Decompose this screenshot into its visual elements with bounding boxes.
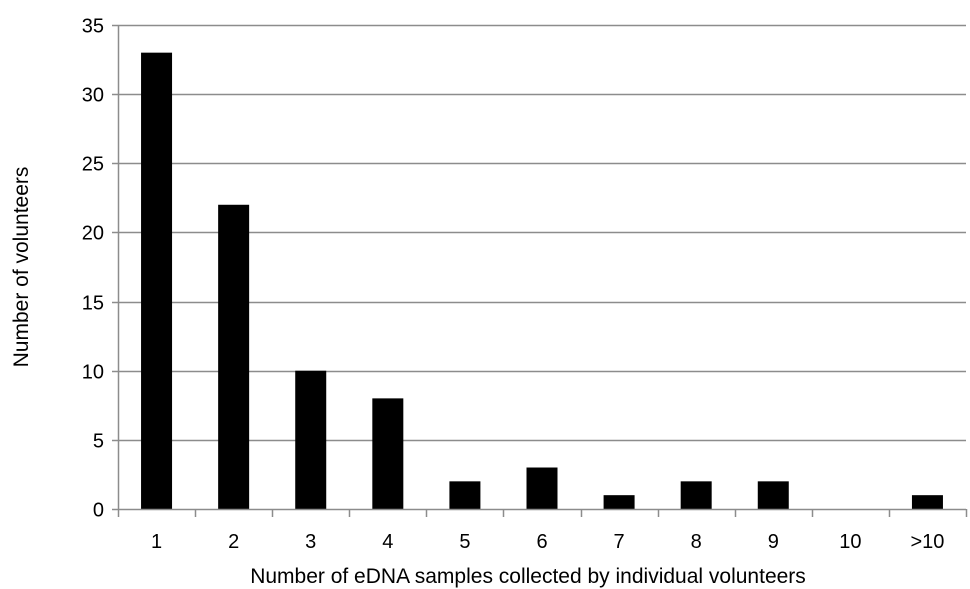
gridlines [118,24,966,442]
bars [141,52,943,509]
y-tick-label: 15 [82,293,104,315]
x-tick-label: 8 [691,531,702,553]
bar-2 [218,204,250,509]
x-tick-label: 3 [305,531,316,553]
bar-gt10 [911,495,943,509]
y-tick-label: 25 [82,154,104,176]
y-axis-title: Number of volunteers [10,167,33,368]
x-tick-label: 5 [459,531,470,553]
x-tick-labels: 1 2 3 4 5 6 7 8 9 10 >10 [151,531,944,553]
y-tick-labels: 0 5 10 15 20 25 30 35 [82,16,104,522]
y-tick-label: 35 [82,16,104,38]
bar-7 [603,495,635,509]
bar-6 [526,467,558,509]
x-tick-label: 1 [151,531,162,553]
x-tick-label: 4 [382,531,393,553]
x-tick-label: 7 [614,531,625,553]
bar-5 [449,481,481,509]
x-tick-label: 9 [768,531,779,553]
y-tick-label: 0 [93,500,104,522]
y-tick-label: 10 [82,362,104,384]
bar-9 [757,481,789,509]
bar-4 [372,398,404,509]
x-tick-label: 6 [536,531,547,553]
x-axis-title: Number of eDNA samples collected by indi… [250,565,806,588]
bar-1 [141,52,173,509]
bar-8 [680,481,712,509]
x-tick-label: >10 [910,531,944,553]
x-tick-label: 2 [228,531,239,553]
y-tick-label: 5 [93,431,104,453]
bar-3 [295,370,327,509]
axes [112,24,968,517]
y-tick-label: 20 [82,223,104,245]
y-tick-label: 30 [82,85,104,107]
x-tick-label: 10 [839,531,861,553]
